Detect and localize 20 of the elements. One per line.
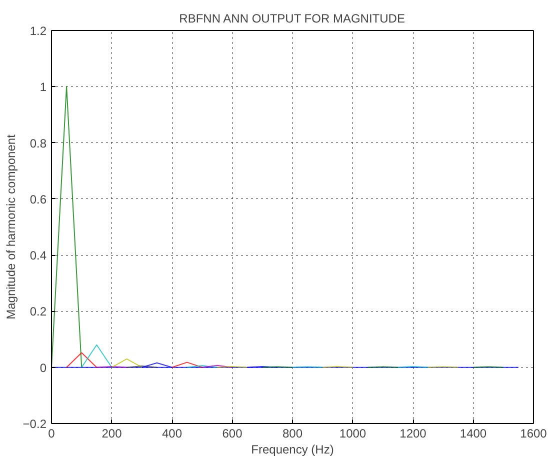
- x-tick-label: 200: [102, 426, 122, 440]
- y-tick-label: 1: [40, 80, 47, 94]
- x-tick-label: 1600: [520, 426, 548, 440]
- x-tick-label: 1200: [400, 426, 427, 440]
- y-tick-label: −0.2: [22, 417, 47, 431]
- chart-title: RBFNN ANN OUTPUT FOR MAGNITUDE: [179, 12, 405, 26]
- y-axis-title: Magnitude of harmonic component: [4, 134, 18, 320]
- y-tick-label: 0.4: [30, 248, 47, 263]
- x-tick-label: 600: [222, 426, 243, 440]
- y-tick-label: 1.2: [30, 24, 47, 38]
- y-tick-label: 0.8: [30, 136, 47, 150]
- y-tick-label: 0.6: [30, 192, 47, 206]
- x-tick-label: 800: [282, 426, 303, 440]
- y-tick-label: 0: [40, 360, 47, 375]
- x-axis-title: Frequency (Hz): [251, 442, 334, 456]
- x-tick-label: 400: [162, 426, 182, 440]
- x-tick-label: 1000: [339, 426, 366, 440]
- x-tick-label: 0: [48, 426, 56, 440]
- x-tick-label: 1400: [460, 426, 487, 440]
- y-tick-label: 0.2: [30, 304, 47, 319]
